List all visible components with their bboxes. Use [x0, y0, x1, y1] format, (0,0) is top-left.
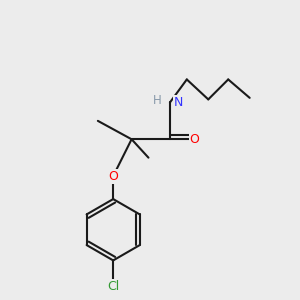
Text: N: N — [174, 96, 183, 109]
Text: O: O — [190, 133, 200, 146]
Text: H: H — [153, 94, 161, 107]
Text: O: O — [108, 169, 118, 183]
Text: Cl: Cl — [107, 280, 119, 293]
